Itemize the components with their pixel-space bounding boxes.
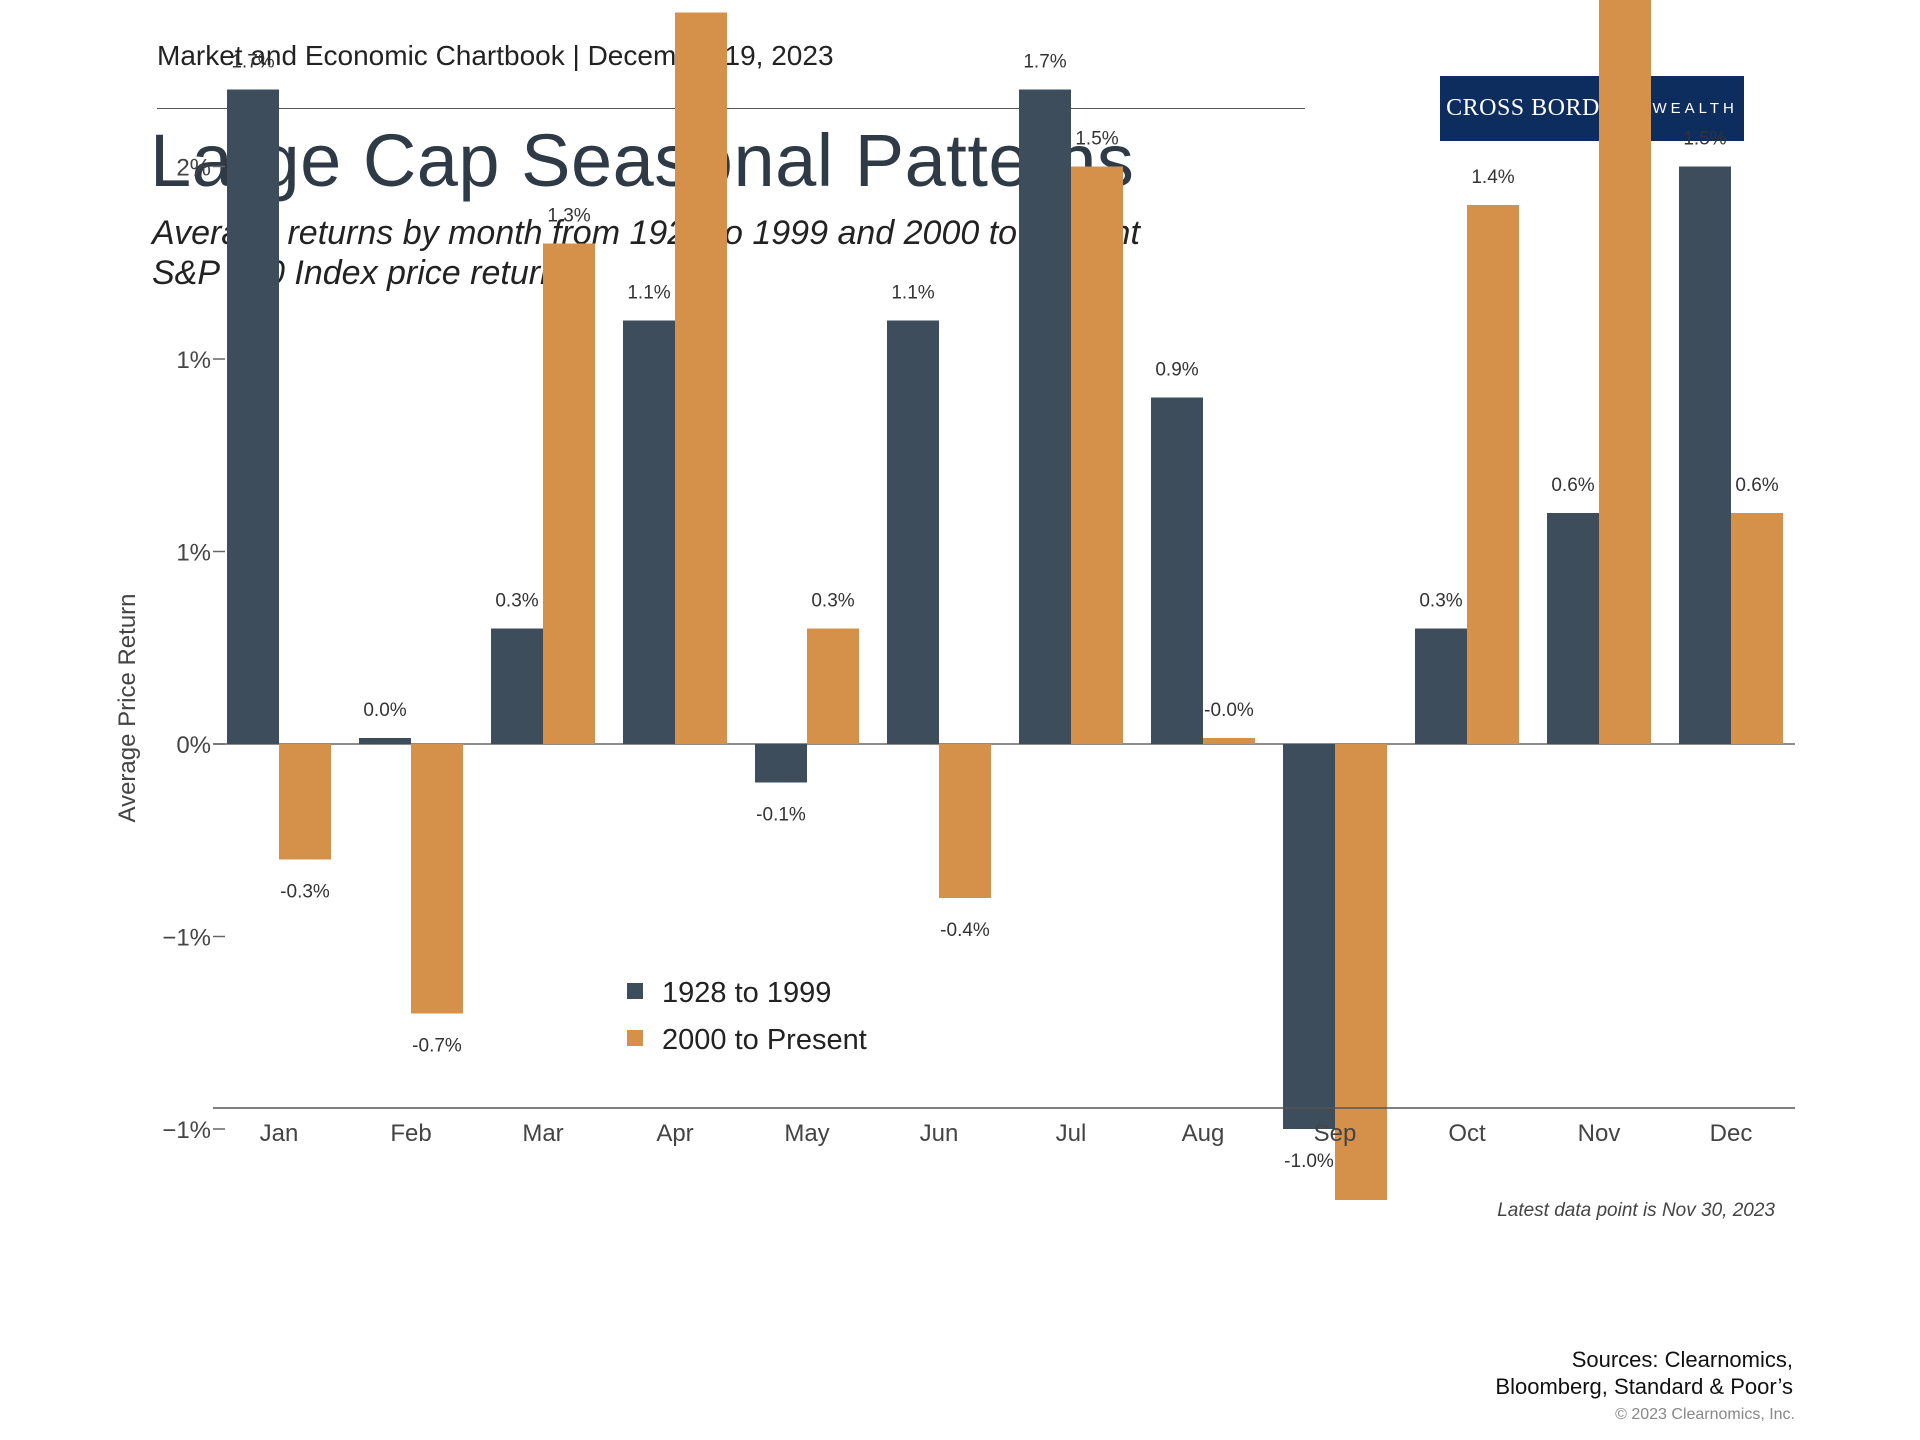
- x-tick-label-apr: Apr: [656, 1120, 693, 1147]
- x-tick-label-nov: Nov: [1578, 1120, 1621, 1147]
- bar-historical-mar: [491, 628, 543, 744]
- y-tick-label: 1%: [176, 347, 211, 374]
- bar-historical-apr: [623, 320, 675, 744]
- bar-recent-jun: [939, 744, 991, 898]
- bar-recent-mar: [543, 243, 595, 744]
- y-axis-title: Average Price Return: [114, 593, 141, 822]
- bar-value-label: 0.3%: [1419, 591, 1462, 612]
- bar-recent-nov: [1599, 0, 1651, 744]
- bar-value-label: -1.0%: [1284, 1151, 1334, 1172]
- legend-swatch-2: [627, 1030, 643, 1046]
- bar-value-label: -0.4%: [940, 920, 990, 941]
- y-tick-label: 0%: [176, 732, 211, 759]
- bar-value-label: 0.6%: [1551, 475, 1594, 496]
- bar-recent-may: [807, 628, 859, 744]
- y-tick-label: −1%: [162, 925, 211, 952]
- x-tick-label-aug: Aug: [1182, 1120, 1225, 1147]
- bar-historical-aug: [1151, 397, 1203, 744]
- x-tick-label-jan: Jan: [260, 1120, 299, 1147]
- y-tick-label: 1%: [176, 540, 211, 567]
- page-title: Large Cap Seasonal Patterns: [150, 119, 1135, 202]
- sources-line-1: Sources: Clearnomics,: [1571, 1347, 1793, 1372]
- header-divider: [157, 108, 1305, 109]
- legend-swatch-1: [627, 983, 643, 999]
- copyright: © 2023 Clearnomics, Inc.: [1615, 1406, 1795, 1423]
- bar-recent-dec: [1731, 513, 1783, 744]
- bar-value-label: 1.1%: [891, 283, 934, 304]
- x-tick-label-jul: Jul: [1056, 1120, 1087, 1147]
- bar-value-label: 1.4%: [1471, 167, 1514, 188]
- logo-sub-text: WEALTH: [1652, 100, 1738, 117]
- legend-label-2: 2000 to Present: [662, 1024, 867, 1056]
- x-tick-label-may: May: [784, 1120, 829, 1147]
- bar-value-label: -0.1%: [756, 805, 806, 826]
- bar-recent-apr: [675, 12, 727, 744]
- x-tick-label-feb: Feb: [390, 1120, 431, 1147]
- bar-value-label: 1.7%: [231, 52, 274, 73]
- bar-value-label: 1.5%: [1683, 129, 1726, 150]
- latest-data-note: Latest data point is Nov 30, 2023: [1497, 1200, 1775, 1221]
- subtitle-index: S&P 500 Index price returns: [152, 254, 576, 292]
- bar-historical-nov: [1547, 513, 1599, 744]
- bar-value-label: -0.0%: [1204, 700, 1254, 721]
- sources-note: Sources: Clearnomics, Bloomberg, Standar…: [1495, 1346, 1793, 1400]
- bar-recent-oct: [1467, 205, 1519, 744]
- bar-historical-dec: [1679, 166, 1731, 744]
- bar-historical-feb: [359, 738, 411, 744]
- cross-border-wealth-logo: CROSS BORDER WEALTH: [1440, 76, 1744, 141]
- bar-value-label: 1.7%: [1023, 52, 1066, 73]
- bar-historical-jul: [1019, 89, 1071, 744]
- bar-value-label: 0.6%: [1735, 475, 1778, 496]
- bar-recent-sep: [1335, 744, 1387, 1200]
- y-tick-label: −1%: [162, 1117, 211, 1144]
- bar-recent-aug: [1203, 738, 1255, 744]
- sources-line-2: Bloomberg, Standard & Poor’s: [1495, 1374, 1793, 1399]
- x-tick-label-oct: Oct: [1448, 1120, 1486, 1147]
- bar-historical-jan: [227, 89, 279, 744]
- y-tick-label: 2%: [176, 155, 211, 182]
- bar-historical-sep: [1283, 744, 1335, 1129]
- bar-value-label: 0.0%: [363, 700, 406, 721]
- x-tick-label-jun: Jun: [920, 1120, 959, 1147]
- bar-historical-jun: [887, 320, 939, 744]
- bar-recent-jan: [279, 744, 331, 860]
- bar-historical-may: [755, 744, 807, 783]
- x-tick-label-dec: Dec: [1710, 1120, 1753, 1147]
- bar-value-label: 1.1%: [627, 283, 670, 304]
- bar-value-label: -0.7%: [412, 1036, 462, 1057]
- bar-historical-oct: [1415, 628, 1467, 744]
- bar-value-label: 0.9%: [1155, 360, 1198, 381]
- x-tick-label-sep: Sep: [1314, 1120, 1357, 1147]
- bar-value-label: 1.5%: [1075, 129, 1118, 150]
- bar-recent-feb: [411, 744, 463, 1014]
- subtitle-range: Average returns by month from 1928 to 19…: [152, 214, 1140, 252]
- bar-value-label: 0.3%: [495, 591, 538, 612]
- bar-value-label: 1.3%: [547, 206, 590, 227]
- bar-value-label: 0.3%: [811, 591, 854, 612]
- x-tick-label-mar: Mar: [522, 1120, 563, 1147]
- bar-recent-jul: [1071, 166, 1123, 744]
- bar-value-label: -0.3%: [280, 882, 330, 903]
- legend-label-1: 1928 to 1999: [662, 977, 831, 1009]
- seasonal-bar-chart: 2%2%1%1%0%−1%−1%−2%Average Price Return1…: [114, 0, 1795, 1200]
